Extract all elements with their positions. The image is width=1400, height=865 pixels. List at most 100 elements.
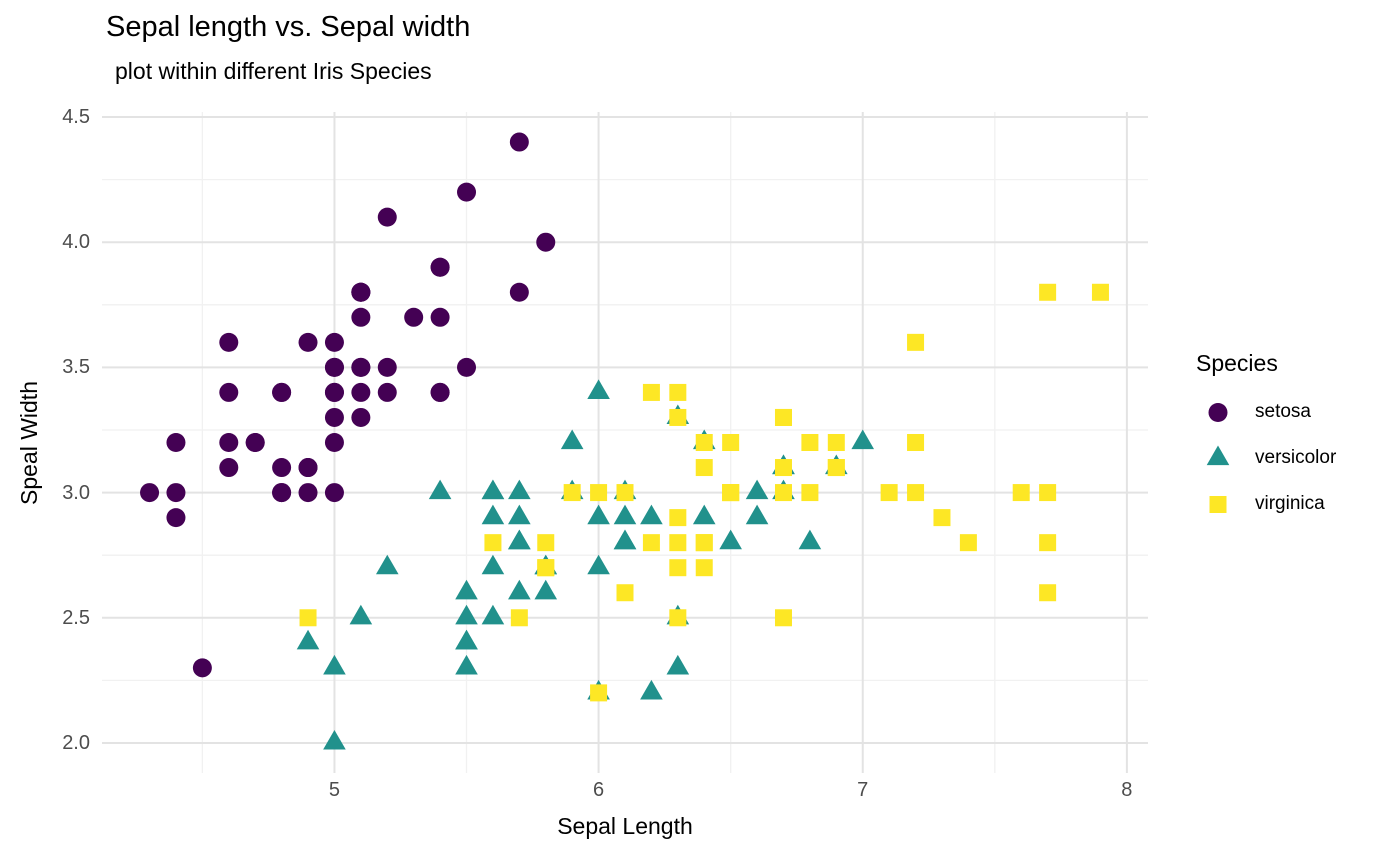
virginica-point (510, 609, 528, 627)
setosa-legend-marker (1208, 403, 1228, 422)
virginica-point (1039, 484, 1057, 502)
setosa-point (166, 433, 186, 452)
versicolor-point (851, 429, 875, 450)
legend-label-setosa: setosa (1255, 401, 1311, 422)
versicolor-point (613, 504, 637, 525)
virginica-point (722, 484, 740, 502)
x-tick-label: 5 (328, 779, 340, 801)
setosa-point (324, 357, 344, 377)
virginica-point (907, 333, 925, 351)
virginica-point (669, 559, 687, 577)
setosa-point (509, 282, 529, 302)
versicolor-point (745, 504, 769, 525)
virginica-point (299, 609, 317, 627)
legend-entry-virginica: virginica (1196, 481, 1336, 527)
setosa-point (140, 483, 160, 503)
y-tick-label: 3.0 (62, 481, 90, 504)
legend-entry-versicolor: versicolor (1196, 435, 1336, 481)
setosa-point (377, 207, 397, 227)
versicolor-point (323, 654, 346, 675)
virginica-point (669, 509, 687, 527)
y-tick-label: 3.5 (62, 356, 90, 379)
x-tick-label: 6 (593, 779, 605, 801)
y-tick-label: 4.0 (62, 231, 90, 254)
versicolor-point (587, 379, 610, 400)
virginica-point (642, 534, 660, 552)
versicolor-point (428, 479, 452, 500)
versicolor-point (481, 504, 505, 525)
plot-panel (102, 112, 1148, 773)
setosa-point (219, 382, 239, 402)
versicolor-point (508, 579, 531, 600)
virginica-point (537, 534, 555, 552)
setosa-point (404, 307, 424, 327)
virginica-point (642, 383, 660, 401)
setosa-point (324, 382, 344, 402)
setosa-point (536, 232, 556, 252)
virginica-point (907, 484, 925, 502)
versicolor-point (455, 604, 478, 625)
virginica-point (1012, 484, 1030, 502)
y-tick-label: 4.5 (62, 106, 90, 128)
setosa-circle-icon (1208, 403, 1228, 422)
chart-title: Sepal length vs. Sepal width (106, 11, 471, 43)
virginica-point (722, 434, 740, 451)
virginica-point (774, 484, 792, 502)
virginica-point (801, 434, 819, 451)
setosa-point (272, 382, 292, 402)
setosa-point (324, 332, 344, 352)
chart-subtitle: plot within different Iris Species (115, 58, 432, 84)
versicolor-point (508, 479, 531, 500)
versicolor-point (323, 729, 346, 750)
setosa-point (324, 433, 344, 452)
virginica-point (774, 609, 792, 627)
virginica-point (959, 534, 977, 552)
virginica-point (774, 408, 792, 426)
versicolor-point (719, 529, 742, 550)
setosa-point (219, 458, 239, 478)
virginica-point (1091, 283, 1109, 301)
setosa-point (324, 483, 344, 503)
virginica-legend-marker (1209, 496, 1227, 513)
virginica-point (1039, 534, 1057, 552)
setosa-point (272, 458, 292, 478)
versicolor-point (481, 479, 505, 500)
setosa-point (351, 307, 371, 327)
versicolor-point (613, 529, 637, 550)
virginica-point (590, 684, 608, 702)
setosa-point (324, 407, 344, 427)
virginica-point (827, 434, 845, 451)
virginica-point (669, 609, 687, 627)
legend: Species setosa versicolor virginica (1196, 350, 1336, 527)
virginica-point (695, 434, 713, 451)
setosa-point (430, 382, 450, 402)
setosa-point (166, 483, 186, 503)
virginica-point (669, 383, 687, 401)
versicolor-point (560, 429, 584, 450)
versicolor-point (508, 529, 531, 550)
setosa-point (351, 382, 371, 402)
setosa-point (298, 483, 318, 503)
virginica-point (1039, 283, 1057, 301)
setosa-point (457, 357, 477, 377)
setosa-point (245, 433, 265, 452)
virginica-point (669, 408, 687, 426)
setosa-point (377, 382, 397, 402)
virginica-point (537, 559, 555, 577)
versicolor-point (481, 554, 505, 575)
versicolor-point (587, 554, 610, 575)
versicolor-point (587, 504, 610, 525)
virginica-point (1039, 584, 1057, 602)
virginica-point (695, 534, 713, 552)
virginica-point (590, 484, 608, 502)
setosa-point (351, 407, 371, 427)
setosa-point (430, 307, 450, 327)
virginica-point (616, 584, 634, 602)
versicolor-triangle-icon (1206, 445, 1230, 466)
versicolor-point (534, 579, 558, 600)
setosa-point (166, 508, 186, 528)
virginica-point (563, 484, 581, 502)
versicolor-point (508, 504, 531, 525)
legend-label-versicolor: versicolor (1255, 447, 1337, 468)
